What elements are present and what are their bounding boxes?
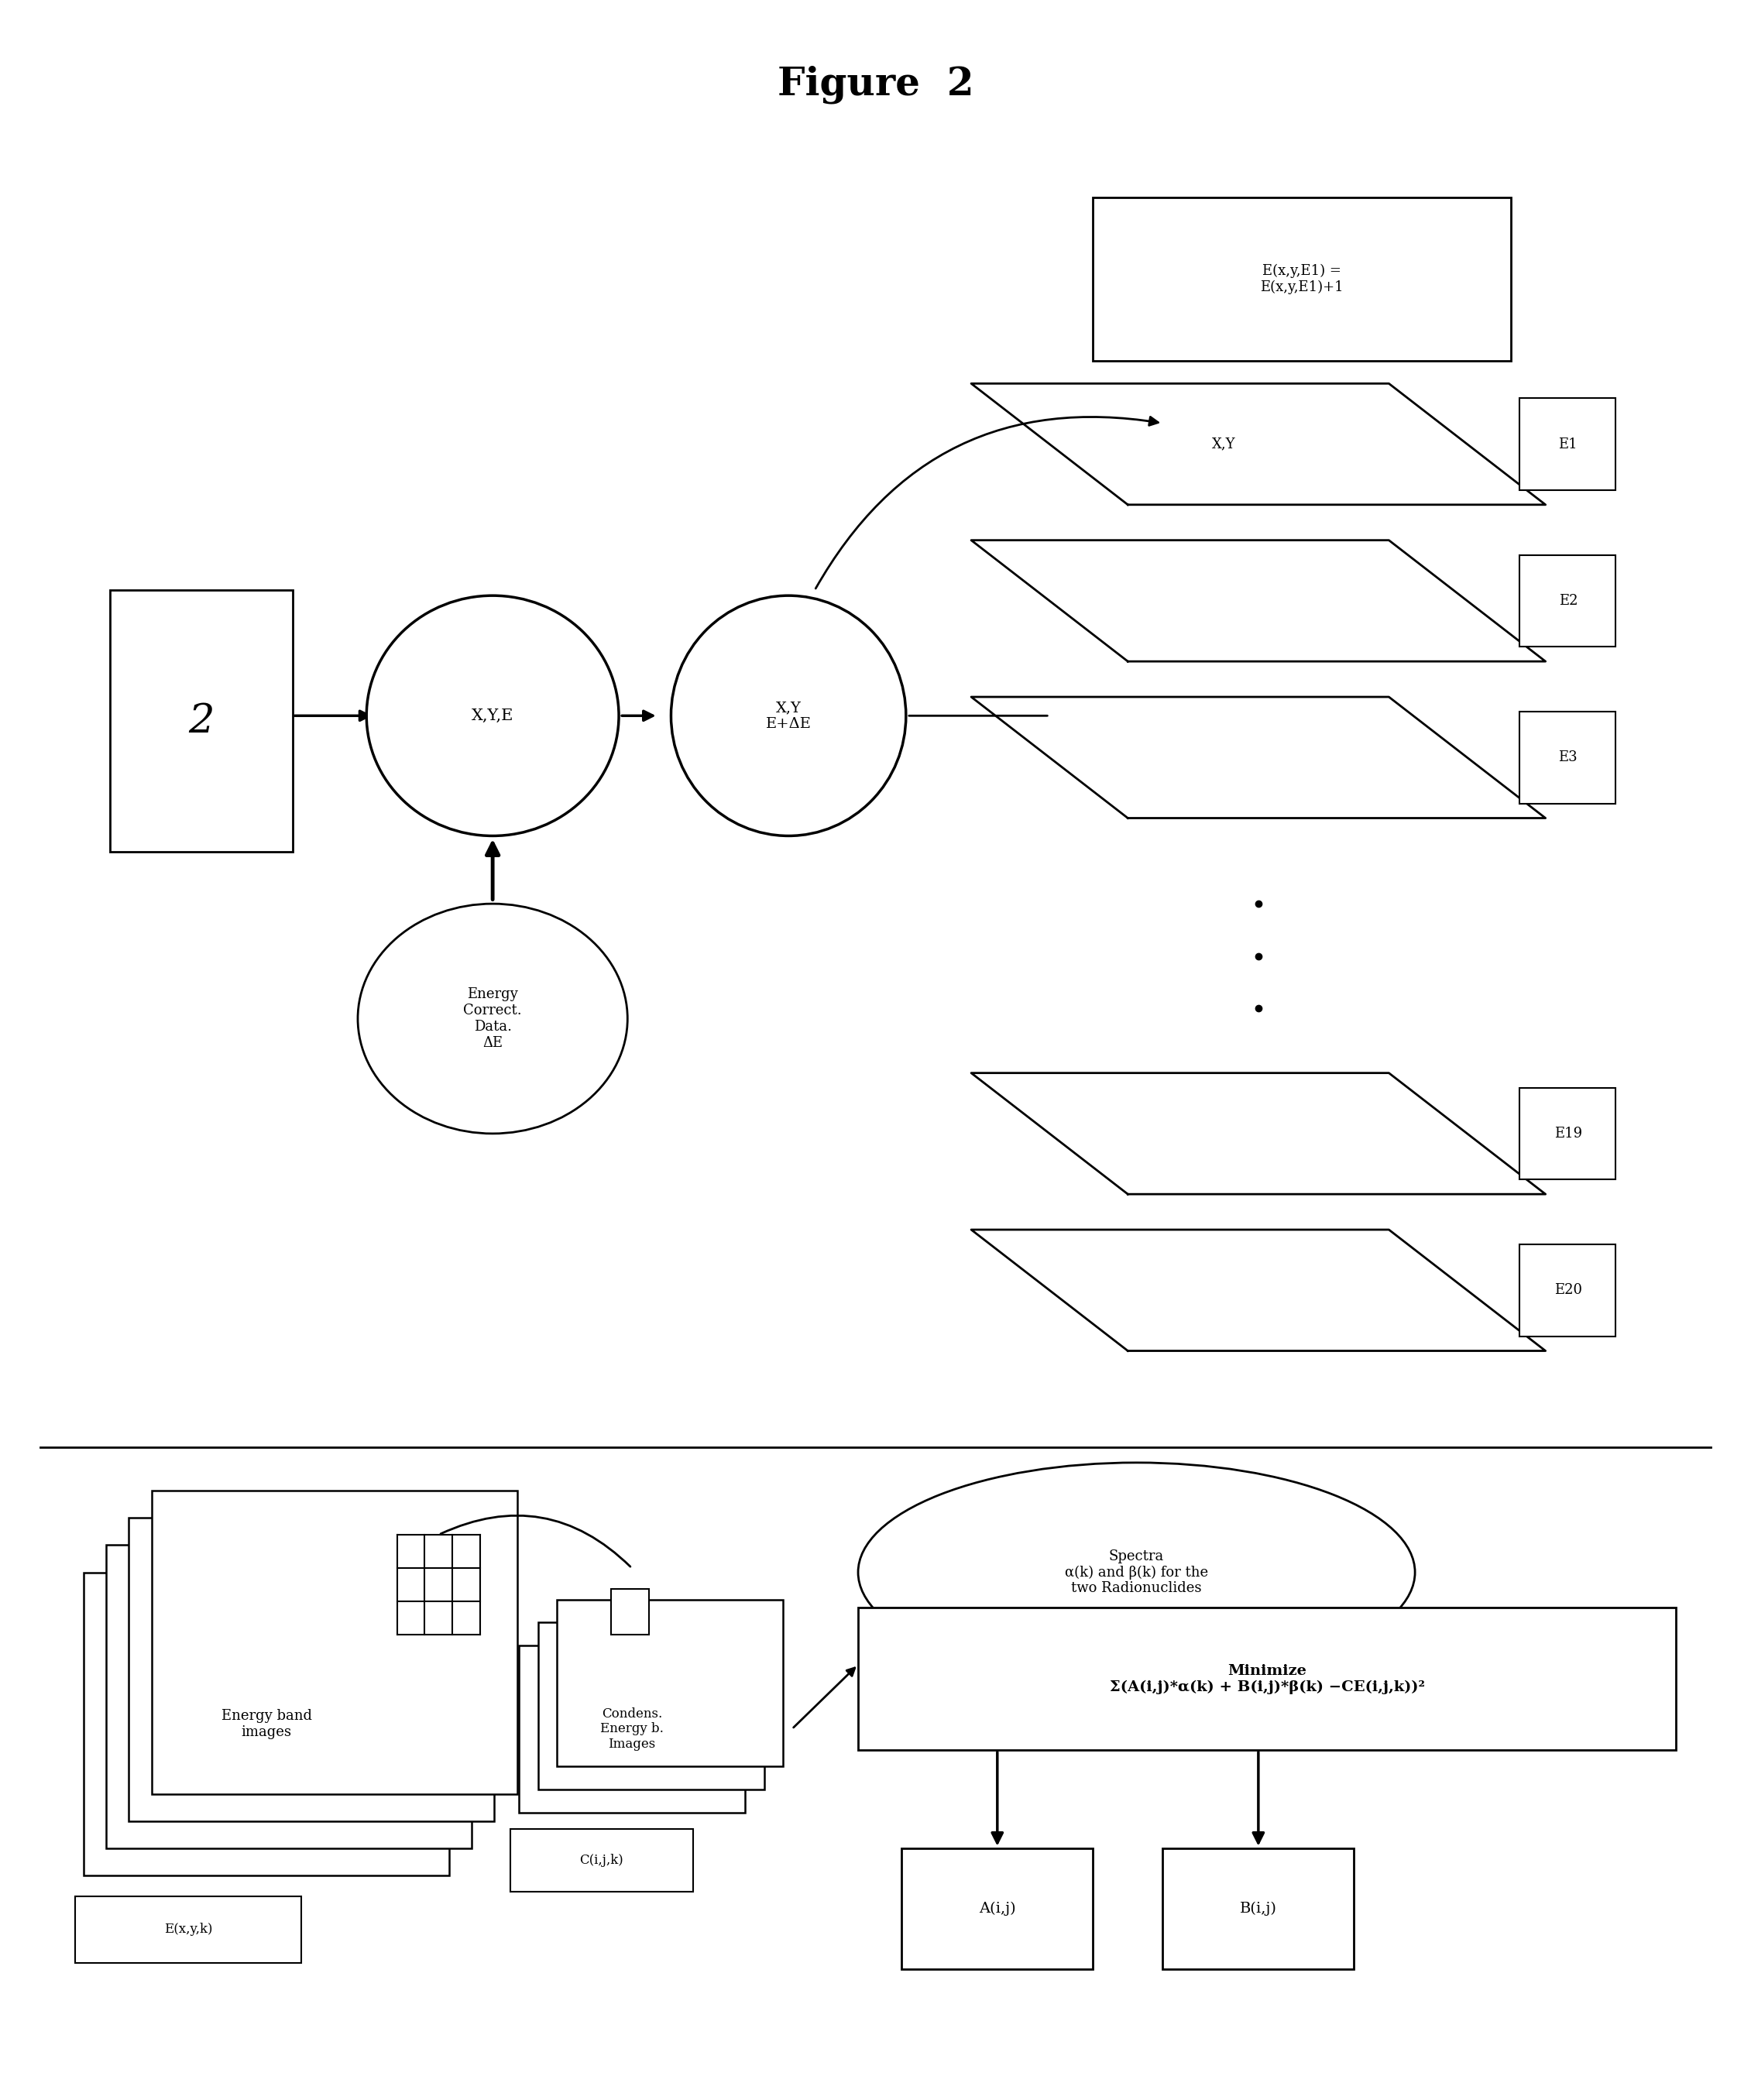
FancyBboxPatch shape (902, 1848, 1093, 1970)
FancyBboxPatch shape (510, 1829, 693, 1892)
FancyBboxPatch shape (110, 590, 292, 851)
FancyBboxPatch shape (1520, 1088, 1614, 1180)
FancyBboxPatch shape (75, 1896, 301, 1964)
FancyArrowPatch shape (816, 418, 1157, 588)
Text: Energy band
images: Energy band images (221, 1709, 312, 1739)
FancyBboxPatch shape (611, 1590, 650, 1636)
Text: X,Y,E: X,Y,E (471, 708, 513, 722)
FancyBboxPatch shape (1163, 1848, 1354, 1970)
FancyBboxPatch shape (858, 1609, 1676, 1749)
FancyBboxPatch shape (1520, 1245, 1614, 1336)
Text: C(i,j,k): C(i,j,k) (580, 1854, 623, 1867)
FancyArrowPatch shape (441, 1516, 630, 1567)
Ellipse shape (366, 596, 618, 836)
Text: Figure  2: Figure 2 (777, 65, 974, 103)
Text: X,Y
E+ΔE: X,Y E+ΔE (765, 701, 811, 731)
Text: E3: E3 (1558, 750, 1578, 764)
FancyBboxPatch shape (130, 1518, 494, 1821)
Ellipse shape (858, 1462, 1415, 1682)
FancyBboxPatch shape (1520, 712, 1614, 804)
Text: E1: E1 (1558, 437, 1578, 452)
Text: Condens.
Energy b.
Images: Condens. Energy b. Images (601, 1707, 664, 1751)
Text: Energy
Correct.
Data.
ΔE: Energy Correct. Data. ΔE (464, 987, 522, 1050)
FancyBboxPatch shape (1520, 554, 1614, 647)
Text: Minimize
Σ(A(i,j)*α(k) + B(i,j)*β(k) −CE(i,j,k))²: Minimize Σ(A(i,j)*α(k) + B(i,j)*β(k) −CE… (1110, 1663, 1425, 1695)
Text: 2: 2 (187, 701, 214, 741)
Text: E(x,y,E1) =
E(x,y,E1)+1: E(x,y,E1) = E(x,y,E1)+1 (1261, 265, 1343, 294)
Text: E(x,y,k): E(x,y,k) (165, 1924, 212, 1936)
Text: E20: E20 (1555, 1283, 1583, 1298)
FancyBboxPatch shape (152, 1491, 517, 1793)
FancyBboxPatch shape (84, 1573, 450, 1875)
FancyBboxPatch shape (538, 1623, 763, 1789)
Text: E19: E19 (1555, 1126, 1583, 1140)
FancyBboxPatch shape (107, 1546, 471, 1848)
FancyBboxPatch shape (518, 1646, 744, 1812)
Ellipse shape (671, 596, 905, 836)
FancyBboxPatch shape (557, 1600, 783, 1766)
Text: A(i,j): A(i,j) (979, 1903, 1016, 1915)
FancyBboxPatch shape (1093, 197, 1511, 361)
FancyBboxPatch shape (1520, 399, 1614, 489)
Text: X,Y: X,Y (1212, 437, 1236, 452)
Text: Spectra
α(k) and β(k) for the
two Radionuclides: Spectra α(k) and β(k) for the two Radion… (1065, 1550, 1208, 1596)
Text: B(i,j): B(i,j) (1240, 1903, 1276, 1915)
Text: E2: E2 (1558, 594, 1578, 607)
Ellipse shape (357, 903, 627, 1134)
